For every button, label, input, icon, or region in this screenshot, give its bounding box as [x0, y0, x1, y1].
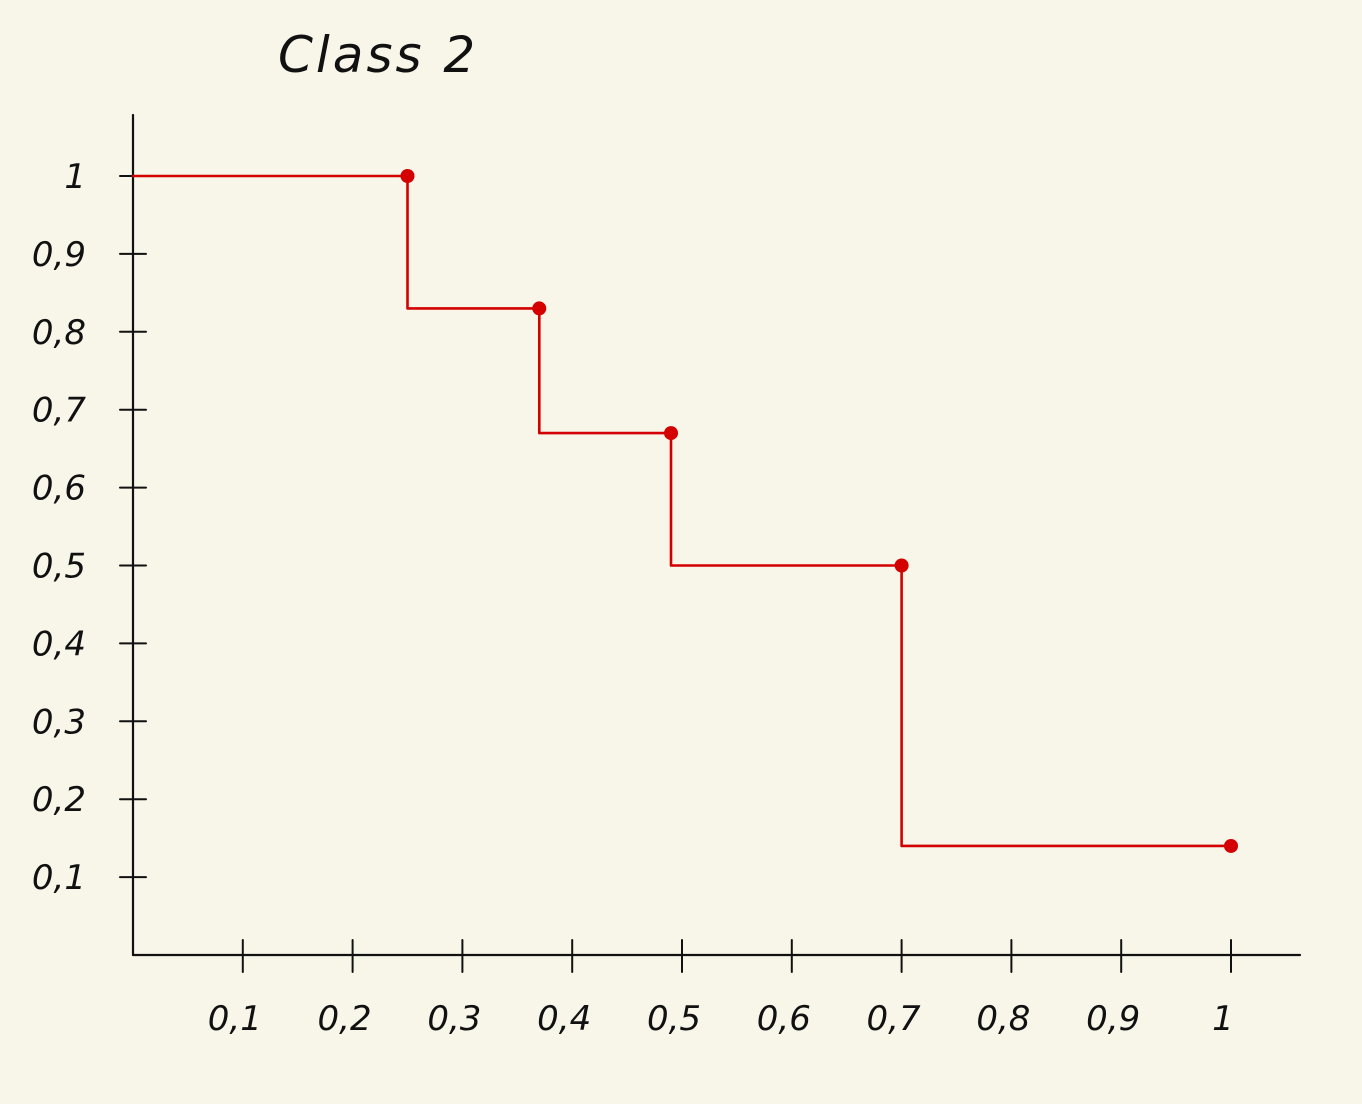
- y-tick-labels: 1 0,9 0,8 0,7 0,6 0,5 0,4 0,3 0,2 0,1: [32, 157, 86, 898]
- series-layer: [131, 169, 1238, 853]
- chart-axes: [131, 113, 1302, 957]
- series-point: [664, 426, 679, 441]
- y-tick-label: 0,2: [32, 780, 86, 820]
- y-tick-label: 0,9: [32, 235, 86, 275]
- chart-title: Class 2: [278, 26, 478, 84]
- y-tick-label: 0,3: [32, 702, 86, 742]
- x-tick-labels: 0,1 0,2 0,3 0,4 0,5 0,6 0,7 0,8 0,9 1: [208, 999, 1234, 1039]
- y-tick-label: 0,7: [32, 391, 86, 431]
- x-tick-label: 0,2: [318, 999, 372, 1039]
- x-tick-label: 0,7: [867, 999, 921, 1039]
- x-tick-label: 0,5: [647, 999, 701, 1039]
- y-tick-label: 1: [64, 157, 86, 197]
- y-tick-label: 0,4: [32, 624, 86, 664]
- x-tick-label: 0,4: [537, 999, 591, 1039]
- series-point: [400, 169, 415, 183]
- x-tick-label: 1: [1212, 999, 1234, 1039]
- series-point: [894, 558, 909, 573]
- y-tick-label: 0,6: [32, 469, 86, 509]
- x-tick-label: 0,9: [1086, 999, 1140, 1039]
- y-tick-label: 0,5: [32, 547, 86, 587]
- y-tick-label: 0,8: [32, 313, 86, 353]
- x-ticks: [241, 939, 1232, 973]
- series-line: [131, 174, 1233, 848]
- x-tick-label: 0,6: [757, 999, 811, 1039]
- x-tick-label: 0,3: [427, 999, 481, 1039]
- series-point: [1224, 838, 1238, 853]
- series-point: [532, 301, 547, 316]
- x-tick-label: 0,1: [208, 999, 262, 1039]
- y-tick-label: 0,1: [32, 858, 86, 898]
- x-tick-label: 0,8: [976, 999, 1030, 1039]
